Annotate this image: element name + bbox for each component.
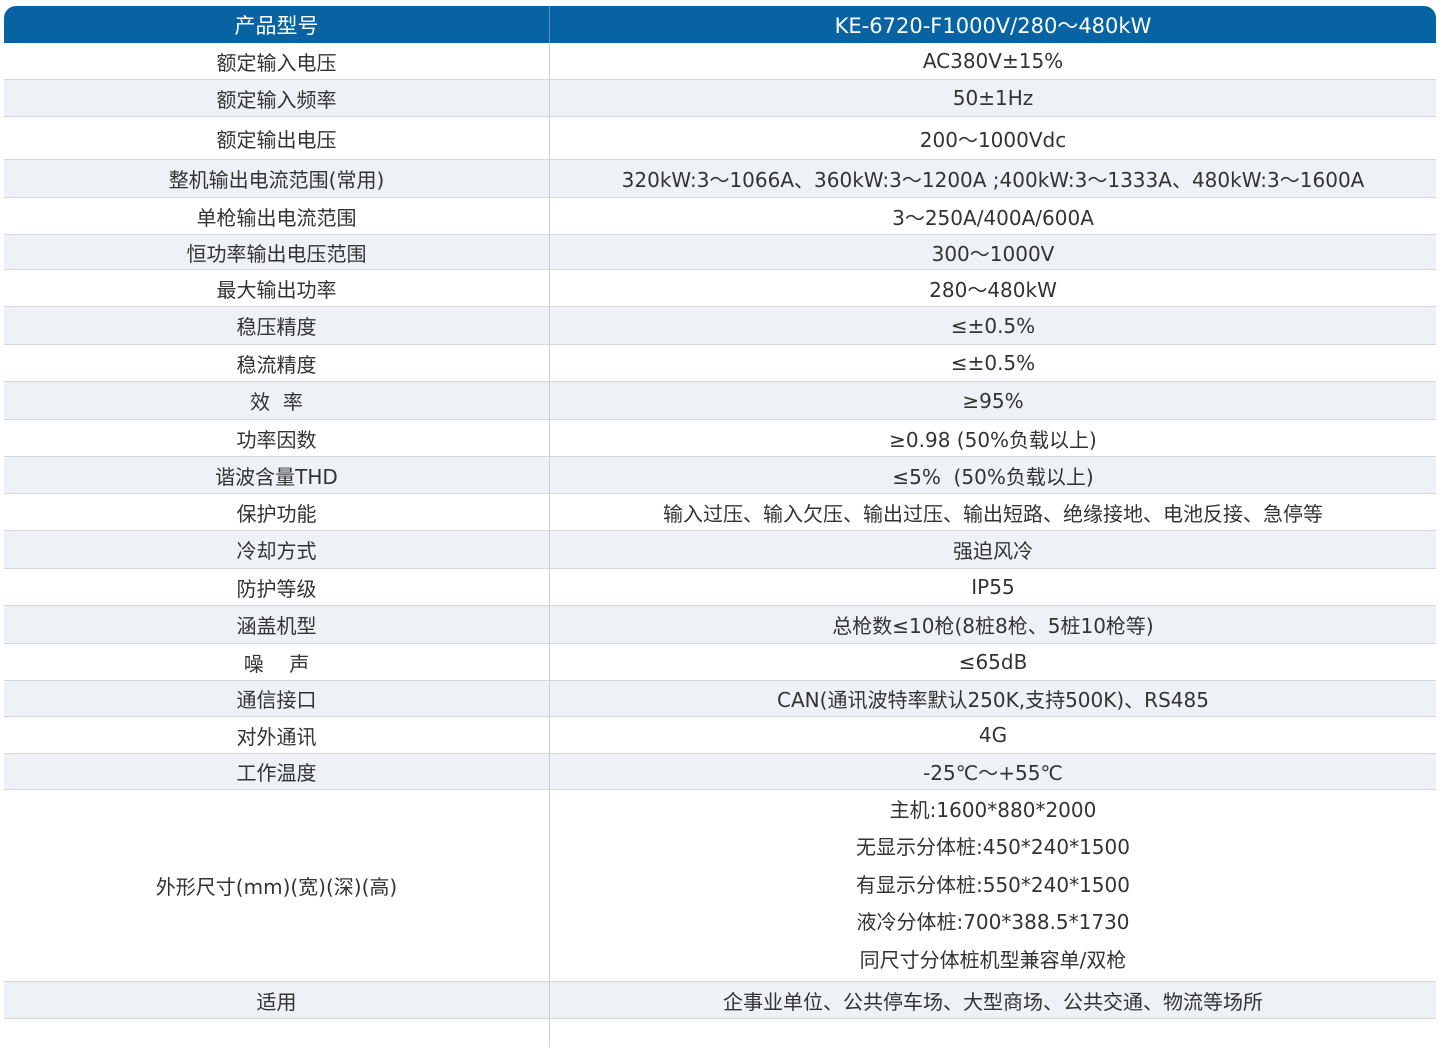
table-row-dimensions: 外形尺寸(mm)(宽)(深)(高) 主机:1600*880*2000 无显示分体桩… <box>4 790 1436 982</box>
row-label: 额定输出电压 <box>4 117 550 159</box>
dimension-line: 无显示分体桩:450*240*1500 <box>856 835 1130 860</box>
row-label: 防护等级 <box>4 569 550 605</box>
row-value: ≤65dB <box>958 650 1028 674</box>
row-label: 稳压精度 <box>4 307 550 344</box>
table-row: 稳压精度 ≤±0.5% <box>4 307 1436 345</box>
table-row-application: 适用 企事业单位、公共停车场、大型商场、公共交通、物流等场所 <box>4 982 1436 1019</box>
row-value: 300～1000V <box>931 241 1055 266</box>
table-row: 对外通讯 4G <box>4 717 1436 754</box>
row-value: ≤±0.5% <box>950 351 1036 375</box>
table-row: 保护功能 输入过压、输入欠压、输出过压、输出短路、绝缘接地、电池反接、急停等 <box>4 494 1436 531</box>
row-value: 输入过压、输入欠压、输出过压、输出短路、绝缘接地、电池反接、急停等 <box>663 501 1323 526</box>
table-row: 额定输入频率 50±1Hz <box>4 80 1436 117</box>
row-label: 谐波含量THD <box>4 457 550 493</box>
row-label: 对外通讯 <box>4 717 550 753</box>
row-label: 额定输入频率 <box>4 80 550 116</box>
table-row: 额定输入电压 AC380V±15% <box>4 43 1436 80</box>
row-label: 保护功能 <box>4 494 550 530</box>
table-row: 恒功率输出电压范围 300～1000V <box>4 235 1436 270</box>
row-value: 280～480kW <box>929 277 1057 302</box>
spec-table: 产品型号 KE-6720-F1000V/280～480kW 额定输入电压 AC38… <box>4 6 1436 1047</box>
row-label: 额定输入电压 <box>4 43 550 79</box>
table-row: 额定输出电压 200～1000Vdc <box>4 117 1436 160</box>
row-value: 4G <box>978 723 1008 747</box>
row-value: 总枪数≤10枪(8桩8枪、5桩10枪等) <box>832 614 1154 638</box>
table-row: 稳流精度 ≤±0.5% <box>4 345 1436 382</box>
table-row: 噪 声 ≤65dB <box>4 644 1436 681</box>
row-label: 最大输出功率 <box>4 270 550 306</box>
row-label: 噪 声 <box>4 644 550 680</box>
row-value: ≤5% (50%负载以上) <box>892 464 1094 489</box>
row-label: 外形尺寸(mm)(宽)(深)(高) <box>4 790 550 981</box>
row-label: 冷却方式 <box>4 531 550 568</box>
table-row: 谐波含量THD ≤5% (50%负载以上) <box>4 457 1436 494</box>
dimension-line: 主机:1600*880*2000 <box>889 797 1097 822</box>
table-row: 功率因数 ≥0.98 (50%负载以上) <box>4 420 1436 457</box>
table-tail <box>4 1019 1436 1047</box>
row-label: 涵盖机型 <box>4 606 550 643</box>
row-label: 效 率 <box>4 382 550 419</box>
row-value: 3～250A/400A/600A <box>892 205 1094 230</box>
row-value: ≥0.98 (50%负载以上) <box>889 427 1097 452</box>
row-value: 50±1Hz <box>952 86 1034 110</box>
header-label: 产品型号 <box>4 6 550 43</box>
row-label: 单枪输出电流范围 <box>4 198 550 234</box>
row-label: 适用 <box>4 982 550 1018</box>
table-row: 工作温度 -25℃～+55℃ <box>4 754 1436 790</box>
row-value: 320kW:3～1066A、360kW:3～1200A ;400kW:3～133… <box>621 168 1365 192</box>
dimension-line: 液冷分体桩:700*388.5*1730 <box>856 910 1130 935</box>
row-label: 工作温度 <box>4 754 550 789</box>
table-row: 整机输出电流范围(常用) 320kW:3～1066A、360kW:3～1200A … <box>4 160 1436 198</box>
dimension-line: 有显示分体桩:550*240*1500 <box>856 872 1130 897</box>
row-label: 通信接口 <box>4 681 550 716</box>
row-value: AC380V±15% <box>922 49 1064 73</box>
header-value: KE-6720-F1000V/280～480kW <box>834 13 1152 38</box>
table-row: 单枪输出电流范围 3～250A/400A/600A <box>4 198 1436 235</box>
row-value: 主机:1600*880*2000 无显示分体桩:450*240*1500 有显示分体… <box>550 790 1436 981</box>
row-label: 整机输出电流范围(常用) <box>4 160 550 197</box>
row-label: 恒功率输出电压范围 <box>4 235 550 269</box>
table-row: 防护等级 IP55 <box>4 569 1436 606</box>
row-label: 功率因数 <box>4 420 550 456</box>
table-row: 通信接口 CAN(通讯波特率默认250K,支持500K)、RS485 <box>4 681 1436 717</box>
table-row: 最大输出功率 280～480kW <box>4 270 1436 307</box>
table-header: 产品型号 KE-6720-F1000V/280～480kW <box>4 6 1436 43</box>
row-value: 强迫风冷 <box>953 539 1033 563</box>
row-value: 企事业单位、公共停车场、大型商场、公共交通、物流等场所 <box>723 989 1263 1014</box>
row-value: ≤±0.5% <box>950 313 1036 338</box>
table-row: 涵盖机型 总枪数≤10枪(8桩8枪、5桩10枪等) <box>4 606 1436 644</box>
row-value: ≥95% <box>962 388 1024 413</box>
row-value: IP55 <box>971 575 1015 599</box>
row-value: 200～1000Vdc <box>919 127 1067 152</box>
row-value: CAN(通讯波特率默认250K,支持500K)、RS485 <box>777 688 1209 712</box>
row-label: 稳流精度 <box>4 345 550 381</box>
table-row: 效 率 ≥95% <box>4 382 1436 420</box>
row-value: -25℃～+55℃ <box>923 761 1063 785</box>
dimension-line: 同尺寸分体桩机型兼容单/双枪 <box>859 947 1127 972</box>
table-row: 冷却方式 强迫风冷 <box>4 531 1436 569</box>
